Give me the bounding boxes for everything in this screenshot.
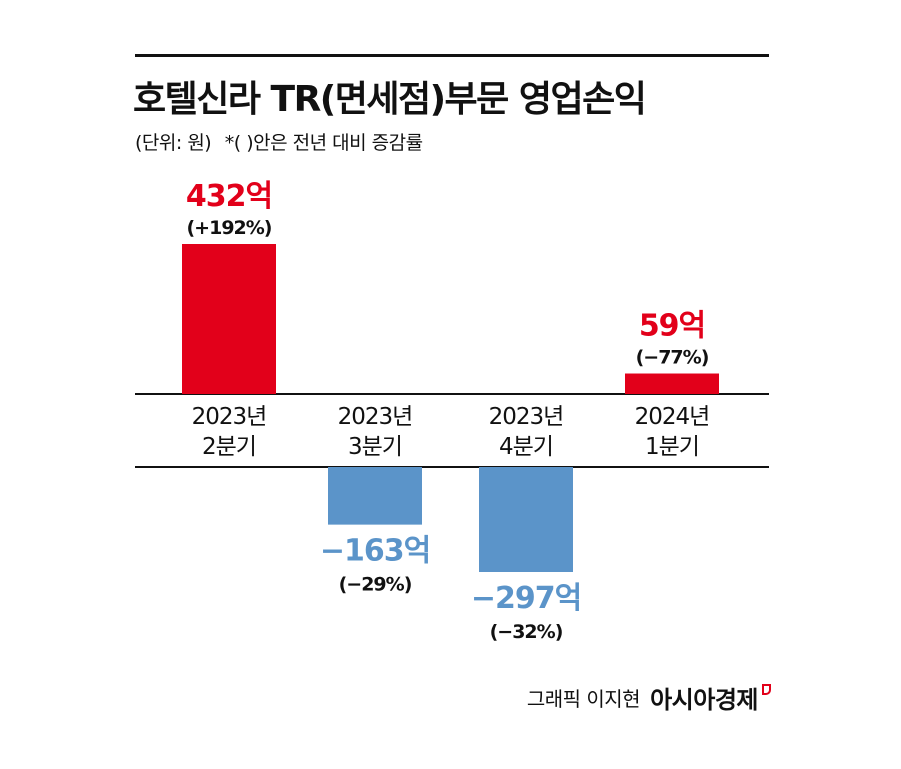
category-label-3: 2023년 4분기 — [489, 404, 564, 460]
value-label-4: 59억 — [639, 309, 705, 344]
brand-name: 아시아경제 — [650, 686, 758, 714]
bar-2 — [328, 467, 422, 525]
brand-logo: 아시아경제 — [650, 680, 771, 715]
credit: 그래픽 이지현 아시아경제 — [527, 680, 771, 715]
chart-subtitle: (단위: 원) *( )안은 전년 대비 증감률 — [135, 128, 431, 155]
value-label-1: 432억 — [186, 179, 272, 214]
category-label-4: 2024년 1분기 — [635, 404, 710, 460]
change-label-1: (+192%) — [187, 217, 272, 239]
change-label-4: (−77%) — [636, 347, 709, 369]
value-label-3: −297억 — [471, 581, 581, 616]
bar-1 — [182, 244, 276, 394]
graphic-credit: 그래픽 이지현 — [526, 687, 641, 711]
change-label-2: (−29%) — [339, 574, 412, 596]
change-note: *( )안은 전년 대비 증감률 — [224, 132, 423, 154]
value-label-2: −163억 — [320, 534, 430, 569]
bar-4 — [625, 373, 719, 394]
change-label-3: (−32%) — [490, 621, 563, 643]
category-label-1: 2023년 2분기 — [192, 404, 267, 460]
chart-title: 호텔신라 TR(면세점)부문 영업손익 — [133, 79, 647, 120]
bar-3 — [479, 467, 573, 572]
top-rule — [135, 54, 769, 57]
brand-mark-icon — [762, 684, 771, 695]
category-label-2: 2023년 3분기 — [338, 404, 413, 460]
unit-note: (단위: 원) — [135, 132, 212, 154]
